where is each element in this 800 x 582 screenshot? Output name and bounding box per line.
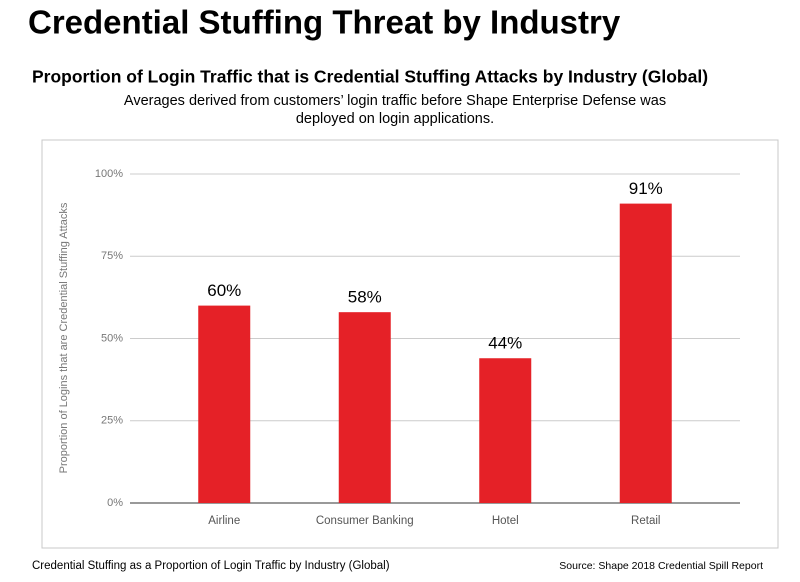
- y-tick-label: 50%: [101, 332, 123, 344]
- description: Averages derived from customers’ login t…: [124, 93, 666, 109]
- description: deployed on login applications.: [296, 111, 494, 127]
- source: Source: Shape 2018 Credential Spill Repo…: [559, 560, 763, 572]
- x-tick-label: Retail: [631, 515, 660, 527]
- chart-subtitle: Proportion of Login Traffic that is Cred…: [32, 67, 708, 87]
- x-tick-label: Airline: [208, 515, 240, 527]
- caption: Credential Stuffing as a Proportion of L…: [32, 560, 390, 572]
- x-tick-label: Consumer Banking: [316, 515, 414, 527]
- y-axis-label: Proportion of Logins that are Credential…: [58, 202, 70, 473]
- x-tick-label: Hotel: [492, 515, 519, 527]
- bar: [338, 312, 391, 503]
- y-tick-label: 75%: [101, 250, 123, 262]
- bar: [479, 358, 532, 503]
- y-tick-label: 0%: [107, 497, 123, 509]
- value-label: 58%: [348, 288, 382, 307]
- value-label: 91%: [629, 179, 663, 198]
- bar: [619, 203, 672, 504]
- y-tick-label: 25%: [101, 415, 123, 427]
- bar: [198, 305, 251, 503]
- value-label: 60%: [207, 281, 241, 300]
- y-tick-label: 100%: [95, 168, 123, 180]
- value-label: 44%: [488, 334, 522, 353]
- chart-title: Credential Stuffing Threat by Industry: [28, 4, 621, 41]
